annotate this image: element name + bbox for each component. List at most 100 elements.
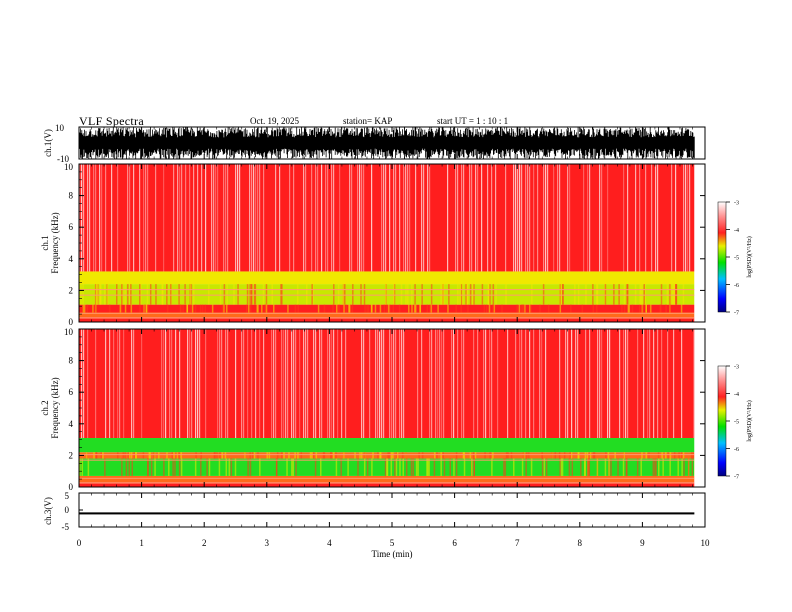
spectral-streak — [141, 329, 143, 439]
spectral-streak — [623, 329, 625, 439]
spectral-speckle — [348, 304, 350, 313]
spectral-speckle — [596, 458, 599, 476]
tone-line-0 — [79, 317, 695, 319]
spectral-speckle — [190, 284, 193, 305]
spectral-speckle — [254, 284, 257, 305]
spectral-speckle — [133, 452, 136, 459]
spectral-streak — [487, 164, 489, 272]
spectral-streak — [133, 329, 135, 439]
spectral-speckle — [471, 284, 474, 305]
ch1-waveform-trace — [78, 127, 695, 159]
spectral-streak — [321, 329, 323, 439]
spectral-streak — [129, 164, 131, 272]
spectral-streak — [521, 164, 523, 272]
freq-tick-label: 4 — [69, 419, 74, 429]
spectral-streak — [391, 329, 393, 439]
spectral-streak — [219, 329, 221, 439]
spectral-streak — [403, 164, 405, 272]
spectral-streak — [379, 329, 381, 439]
spectral-speckle — [559, 458, 561, 476]
spectral-speckle — [104, 458, 106, 476]
spectral-band-0 — [79, 482, 695, 487]
spectral-streak — [463, 164, 465, 272]
time-tick-label: 6 — [452, 538, 457, 548]
spectral-streak — [81, 164, 83, 272]
spectral-speckle — [491, 458, 493, 476]
spectral-speckle — [559, 304, 562, 313]
spectral-streak — [473, 329, 475, 439]
spectral-streak — [403, 329, 405, 439]
spectral-speckle — [648, 304, 650, 313]
spectral-speckle — [513, 458, 515, 476]
time-tick-label: 5 — [390, 538, 395, 548]
spectral-streak — [227, 329, 229, 439]
spectral-speckle — [377, 452, 379, 459]
spectral-streak — [305, 329, 307, 439]
spectral-speckle — [622, 458, 625, 476]
spectral-speckle — [246, 304, 248, 313]
spectral-streak — [635, 164, 637, 272]
spectral-speckle — [584, 458, 586, 476]
spectral-speckle — [127, 284, 129, 305]
colorbar-tick-label: -7 — [734, 311, 739, 317]
spectral-streak — [371, 164, 373, 272]
spectral-speckle — [140, 284, 142, 305]
spectral-streak — [205, 164, 207, 272]
spectral-streak — [369, 329, 371, 439]
spectral-streak — [363, 329, 365, 439]
spectral-speckle — [405, 284, 407, 305]
spectral-streak — [481, 164, 483, 272]
spectral-streak — [291, 329, 293, 439]
spectral-streak — [163, 164, 165, 272]
ch2-freq-ticks: 0 2 4 6 8 10 — [64, 327, 705, 492]
spectral-streak — [519, 164, 521, 272]
spectral-streak — [689, 164, 691, 272]
spectral-streak — [155, 164, 157, 272]
time-axis-ticks — [78, 127, 706, 527]
spectral-speckle — [371, 304, 373, 313]
spectral-streak — [311, 164, 313, 272]
spectral-speckle — [354, 452, 356, 459]
ch1-colorbar-ticks: -3 -4 -5 -6 -7 — [726, 201, 739, 317]
spectral-streak — [321, 164, 323, 272]
spectral-speckle — [574, 284, 576, 305]
spectral-speckle — [394, 458, 396, 476]
spectral-speckle — [366, 304, 368, 313]
spectral-speckle — [571, 458, 574, 476]
spectral-speckle — [385, 284, 387, 305]
spectral-speckle — [680, 452, 683, 459]
spectral-speckle — [94, 304, 96, 313]
spectral-speckle — [415, 458, 418, 476]
spectral-streak — [381, 329, 383, 439]
spectral-streak — [257, 164, 259, 272]
spectral-speckle — [505, 284, 507, 305]
spectral-speckle — [562, 284, 564, 305]
spectral-streak — [515, 329, 517, 439]
spectral-speckle — [669, 304, 671, 313]
spectral-streak — [485, 329, 487, 439]
spectral-streak — [475, 164, 477, 272]
spectral-speckle — [641, 284, 644, 305]
spectral-speckle — [528, 452, 530, 459]
spectral-streak — [489, 329, 491, 439]
spectral-speckle — [673, 284, 676, 305]
spectral-speckle — [221, 304, 224, 313]
spectral-streak — [273, 329, 275, 439]
spectral-speckle — [471, 458, 473, 476]
spectral-speckle — [186, 304, 189, 313]
spectral-speckle — [584, 452, 587, 459]
spectral-band-5 — [79, 329, 695, 439]
spectral-streak — [351, 164, 353, 272]
tone-line-1 — [79, 477, 695, 479]
ch3-ytick-mid: 0 — [65, 505, 70, 515]
spectral-speckle — [417, 458, 419, 476]
spectral-speckle — [661, 452, 663, 459]
spectral-streak — [637, 329, 639, 439]
spectral-speckle — [335, 304, 338, 313]
spectral-speckle — [560, 284, 563, 305]
spectral-speckle — [178, 284, 180, 305]
spectral-speckle — [87, 458, 90, 476]
spectral-speckle — [593, 452, 596, 459]
spectral-streak — [599, 164, 601, 272]
spectral-streak — [583, 164, 585, 272]
